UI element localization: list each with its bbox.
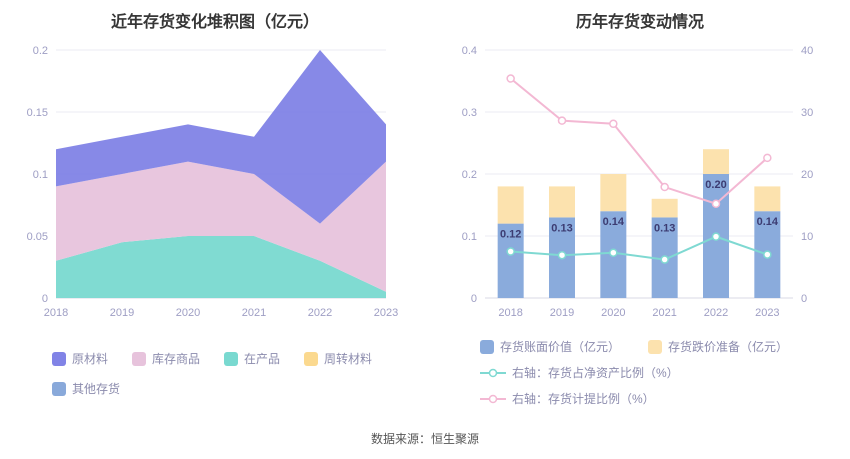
legend-swatch: [52, 351, 66, 366]
area-series: [56, 236, 386, 298]
legend-swatch: [480, 339, 494, 354]
bar-line-chart: 0 0.1 0.2 0.3 0.4 0 10 20 30 40 2018 2019 2020 2021 20…: [462, 45, 814, 319]
svg-text:0: 0: [471, 293, 477, 305]
axes: 0 0.1 0.2 0.3 0.4 0 10 20 30 40 2018 2019 2020 2021 20…: [462, 45, 814, 319]
legend-item: 右轴：存货占净资产比例（%）: [480, 364, 820, 381]
legend-swatch: [132, 351, 147, 366]
legend-swatch: [52, 381, 66, 396]
bar-segment: [651, 198, 678, 218]
legend-item: 库存商品: [132, 350, 200, 367]
svg-text:0.13: 0.13: [551, 222, 572, 234]
svg-text:2022: 2022: [308, 307, 332, 319]
svg-text:2019: 2019: [110, 307, 134, 319]
svg-text:0.1: 0.1: [462, 231, 477, 243]
legend-label: 周转材料: [324, 352, 373, 366]
legend-item: 存货跌价准备（亿元）: [648, 338, 788, 355]
svg-text:30: 30: [801, 107, 813, 119]
svg-text:0.15: 0.15: [27, 107, 48, 119]
legend-item: 原材料: [52, 350, 108, 367]
line-marker: [506, 74, 515, 83]
line-marker: [763, 153, 772, 163]
legend-item: 存货账面价值（亿元）: [480, 338, 620, 355]
legend-item: 周转材料: [304, 350, 372, 367]
svg-text:10: 10: [801, 231, 813, 243]
svg-text:2019: 2019: [550, 307, 574, 319]
area-series: [56, 161, 386, 292]
svg-text:20: 20: [801, 169, 813, 181]
svg-text:0: 0: [801, 293, 807, 305]
legend-label: 库存商品: [152, 352, 201, 366]
legend-item: 在产品: [224, 350, 280, 367]
line-marker: [557, 250, 567, 260]
line-marker: [609, 119, 618, 129]
svg-text:0.1: 0.1: [33, 169, 48, 181]
svg-text:40: 40: [801, 45, 813, 57]
left-chart-legend: 原材料 库存商品 在产品 周转材料其他存货: [52, 350, 397, 397]
svg-text:0: 0: [42, 293, 48, 305]
right-chart-title: 历年存货变动情况: [575, 14, 704, 31]
left-chart-title: 近年存货变化堆积图（亿元）: [110, 14, 319, 31]
legend-label: 原材料: [72, 352, 109, 366]
line-marker: [763, 250, 772, 259]
line-series: [510, 77, 768, 205]
line-marker: [660, 182, 669, 192]
bar-segment: [600, 174, 627, 212]
legend-swatch: [648, 339, 663, 354]
svg-text:0.12: 0.12: [500, 229, 521, 241]
bar-segment: [497, 186, 524, 224]
data-source: 数据来源：恒生聚源: [370, 432, 479, 446]
bar-segment: [754, 186, 781, 212]
legend-label: 存货跌价准备（亿元）: [668, 340, 789, 354]
legend-label: 其他存货: [72, 382, 121, 396]
legend-swatch: [224, 351, 239, 366]
legend-swatch: [304, 351, 319, 366]
svg-text:2023: 2023: [374, 307, 398, 319]
svg-text:2021: 2021: [652, 307, 676, 319]
right-chart-legend: 存货账面价值（亿元） 存货跌价准备（亿元） 右轴：存货占净资产比例（%） 右轴：存货计…: [480, 338, 820, 407]
legend-label: 右轴：存货占净资产比例（%）: [512, 366, 679, 380]
line-series: [510, 235, 768, 261]
line-marker: [711, 199, 721, 209]
svg-text:2018: 2018: [44, 307, 68, 319]
svg-text:0.20: 0.20: [705, 179, 726, 191]
line-legend-icon: [480, 368, 506, 377]
area-series: [56, 50, 386, 224]
svg-text:0.3: 0.3: [462, 107, 477, 119]
line-marker: [557, 116, 567, 125]
legend-row: 存货账面价值（亿元） 存货跌价准备（亿元）: [480, 338, 820, 355]
svg-text:0.05: 0.05: [27, 231, 48, 243]
line-marker: [609, 248, 618, 257]
stacked-area-chart: 0 0.05 0.1 0.15 0.2 2018 2019 2020 2021 2022 2023: [27, 45, 399, 319]
line-marker: [506, 247, 515, 256]
line-legend-icon: [480, 394, 506, 403]
legend-label: 存货账面价值（亿元）: [500, 340, 621, 354]
svg-text:2023: 2023: [755, 307, 779, 319]
svg-text:0.14: 0.14: [757, 216, 779, 228]
legend-item: 其他存货: [52, 380, 120, 397]
svg-text:0.14: 0.14: [603, 216, 625, 228]
svg-text:2018: 2018: [498, 307, 522, 319]
svg-text:0.2: 0.2: [462, 169, 477, 181]
svg-text:2021: 2021: [242, 307, 266, 319]
svg-text:0.4: 0.4: [462, 45, 477, 57]
line-marker: [711, 232, 721, 241]
bar-segment: [549, 186, 575, 218]
bar-segment: [703, 149, 729, 174]
bar-segment: [497, 223, 524, 298]
legend-label: 在产品: [244, 352, 281, 366]
legend-item: 右轴：存货计提比例（%）: [480, 390, 820, 407]
legend-label: 右轴：存货计提比例（%）: [512, 392, 655, 406]
svg-text:2020: 2020: [601, 307, 625, 319]
svg-text:2020: 2020: [176, 307, 200, 319]
svg-text:2022: 2022: [704, 307, 728, 319]
line-marker: [660, 255, 669, 264]
svg-text:0.2: 0.2: [33, 45, 48, 57]
svg-text:0.13: 0.13: [654, 222, 675, 234]
